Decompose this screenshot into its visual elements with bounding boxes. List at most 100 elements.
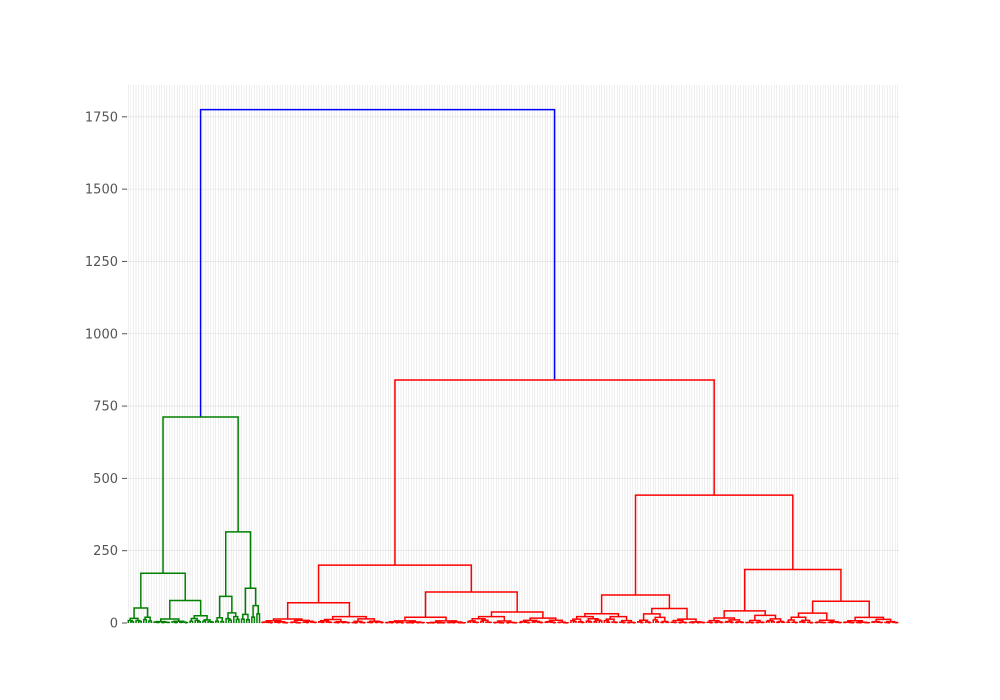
dendrogram-link [424, 591, 518, 618]
dendrogram-link [713, 617, 736, 621]
dendrogram-link [190, 617, 198, 622]
dendrogram-link [140, 572, 186, 608]
dendrogram-link [193, 615, 208, 620]
dendrogram-link [818, 619, 835, 623]
y-tick-label: 1000 [85, 327, 118, 342]
dendrogram-link [320, 621, 325, 624]
dendrogram-link [518, 621, 523, 624]
dendrogram-link [588, 621, 593, 623]
dendrogram-link [719, 621, 724, 624]
dendrogram-link [199, 108, 556, 418]
dendrogram-link [487, 621, 492, 624]
dendrogram-link [289, 621, 294, 624]
dendrogram-link [245, 618, 250, 623]
dendrogram-link [394, 379, 715, 566]
dendrogram-link [480, 620, 485, 623]
dendrogram-link [786, 621, 791, 623]
dendrogram-link [130, 620, 135, 623]
dendrogram-link [240, 618, 245, 623]
dendrogram-link [133, 607, 149, 619]
dendrogram-link [218, 595, 233, 618]
dendrogram-link [357, 618, 376, 622]
dendrogram-link [197, 620, 202, 623]
dendrogram-link [557, 621, 562, 624]
dendrogram-link [655, 620, 660, 623]
dendrogram-link [842, 621, 847, 624]
dendrogram-link [575, 615, 594, 620]
dendrogram-link [606, 621, 611, 623]
dendrogram-link [871, 621, 876, 623]
dendrogram-link [328, 621, 333, 624]
dendrogram-link [169, 599, 202, 619]
plot-area [127, 85, 899, 623]
dendrogram-link [227, 612, 237, 619]
dendrogram-links [127, 108, 899, 624]
dendrogram-link [620, 619, 633, 623]
dendrogram-link [225, 617, 231, 623]
dendrogram-link [605, 618, 615, 622]
dendrogram-link [854, 616, 885, 621]
y-tick-label: 1750 [85, 110, 118, 125]
dendrogram-link [724, 621, 729, 623]
dendrogram-link [660, 621, 665, 624]
dendrogram-link [654, 616, 666, 622]
dendrogram-link [144, 616, 151, 622]
dendrogram-link [531, 621, 536, 623]
dendrogram-link [142, 618, 148, 623]
dendrogram-link [179, 621, 184, 624]
dendrogram-link [593, 620, 598, 623]
dendrogram-link [728, 619, 741, 622]
grid-lines [127, 85, 899, 624]
dendrogram-link [225, 531, 252, 597]
dendrogram-link [216, 617, 223, 622]
dendrogram-link [317, 564, 473, 603]
dendrogram-link [166, 621, 171, 624]
dendrogram-link [743, 568, 842, 611]
dendrogram-link [770, 620, 775, 623]
dendrogram-link [137, 620, 142, 623]
dendrogram-link [256, 613, 261, 623]
dendrogram-link [209, 621, 214, 623]
dendrogram-link [235, 618, 240, 623]
dendrogram-link [765, 620, 770, 623]
dendrogram-link [490, 611, 544, 619]
y-axis: 0 250 500 750 1000 1250 1500 1750 [85, 110, 127, 632]
dendrogram-link [642, 613, 661, 621]
dendrogram-link [769, 618, 782, 622]
dendrogram-link [781, 621, 786, 624]
dendrogram-link [331, 615, 367, 620]
dendrogram-link [544, 621, 549, 624]
dendrogram-link [261, 621, 266, 624]
dendrogram-link [227, 619, 232, 623]
dendrogram-link [723, 610, 766, 618]
dendrogram-link [754, 614, 777, 621]
dendrogram-link [811, 600, 870, 618]
dendrogram-link [603, 619, 609, 623]
y-tick-label: 500 [93, 472, 118, 487]
dendrogram-link [189, 620, 194, 623]
dendrogram-link [790, 616, 807, 621]
dendrogram-link [129, 617, 139, 621]
dendrogram-link [776, 621, 781, 624]
dendrogram-link [665, 621, 670, 624]
y-tick-label: 0 [110, 617, 118, 632]
dendrogram-link [471, 617, 486, 621]
y-tick-label: 250 [93, 544, 118, 559]
dendrogram-link [404, 616, 447, 621]
dendrogram-link [244, 587, 257, 615]
dendrogram-link [242, 613, 249, 620]
dendrogram-link [162, 416, 239, 574]
dendrogram-link [797, 612, 828, 621]
dendrogram-link [787, 619, 795, 623]
dendrogram-link [634, 494, 794, 595]
y-tick-label: 1250 [85, 255, 118, 270]
dendrogram-link [215, 620, 220, 623]
dendrogram-link [878, 621, 884, 624]
dendrogram-link [609, 615, 628, 621]
dendrogram-link [801, 621, 806, 624]
y-tick-label: 1500 [85, 183, 118, 198]
dendrogram-link [572, 618, 582, 622]
dendrogram-link [598, 620, 603, 623]
dendrogram-link [220, 620, 225, 623]
